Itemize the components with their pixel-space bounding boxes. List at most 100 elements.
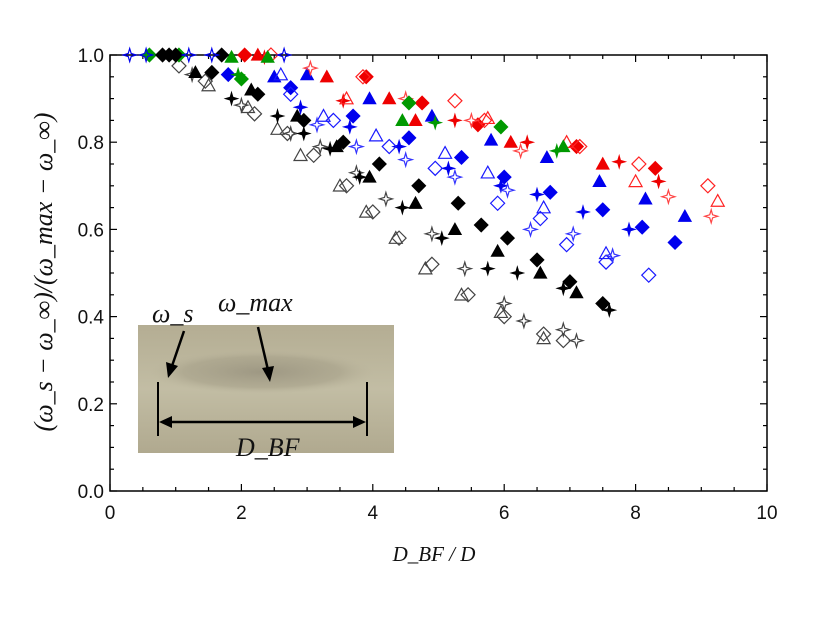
inset-dim-arrow-left [159,416,172,428]
data-point-open-diamond-gray [246,106,263,122]
data-point-filled-diamond-blue [634,219,650,235]
data-point-open-triangle-red [339,90,355,105]
data-point-top-row-black [154,47,171,63]
data-point-open-star-blue [308,116,326,134]
data-point-filled-triangle-red [319,69,334,83]
data-point-filled-diamond-black [371,156,387,172]
inset-label-dbf: D_BF [235,433,301,462]
data-point-filled-diamond-black [450,195,466,211]
y-tick-label: 1.0 [78,46,104,67]
x-tick-label: 2 [236,503,247,524]
data-point-filled-diamond-green [401,95,417,111]
y-tick-label: 0.4 [78,308,105,329]
data-point-open-triangle-red [628,173,644,188]
data-point-filled-triangle-blue [362,91,377,105]
data-point-open-star-blue [347,137,366,156]
data-point-open-star-gray [423,225,441,243]
data-point-filled-triangle-red [503,134,518,148]
data-point-open-star-gray [232,96,251,114]
data-point-open-star-red [511,142,530,160]
data-point-filled-diamond-blue [345,108,361,124]
data-point-top-row-black [214,47,230,63]
data-point-open-star-blue [603,247,622,265]
data-point-open-triangle-blue [480,164,496,179]
data-point-open-diamond-gray [496,308,513,325]
data-point-open-triangle-gray [536,330,552,345]
data-point-filled-diamond-black [529,252,545,268]
data-point-filled-star-blue [621,221,637,238]
data-point-open-star-blue [564,225,582,243]
data-points [121,46,726,350]
y-tick-label: 0.8 [78,133,104,154]
x-tick-label: 8 [630,503,641,524]
y-tick-label: 0.2 [78,395,104,416]
data-point-filled-diamond-blue [496,169,512,185]
data-point-open-diamond-gray [197,73,214,90]
data-point-filled-star-black [555,280,572,297]
data-point-filled-diamond-blue [595,202,611,218]
data-point-filled-star-black [394,199,411,216]
data-point-top-row-blue [275,46,293,64]
data-point-open-diamond-gray [424,256,440,273]
data-point-open-star-blue [498,181,517,199]
data-point-open-star-gray [515,312,533,330]
y-axis-title: (ω_s − ω_∞)/(ω_max − ω_∞) [29,113,58,432]
y-tick-label: 0.6 [78,220,104,241]
data-point-open-triangle-gray [453,287,470,301]
data-point-filled-diamond-black [595,295,611,312]
data-point-filled-diamond-red [414,95,430,111]
data-point-filled-triangle-green [395,113,410,126]
data-point-filled-triangle-blue [267,69,282,83]
x-tick-label: 4 [368,503,379,524]
x-tick-label: 6 [499,503,510,524]
data-point-open-diamond-gray [535,326,552,342]
data-point-filled-star-black [509,265,526,281]
data-point-filled-star-red [446,112,463,129]
data-point-filled-triangle-blue [483,132,499,146]
data-point-filled-triangle-blue [638,191,653,205]
x-tick-label: 0 [105,503,116,524]
data-point-filled-star-black [223,90,240,107]
data-point-filled-star-red [611,153,628,170]
inset-label-omega-s: ω_s [152,299,193,328]
data-point-top-row-black [168,47,184,63]
data-point-open-triangle-blue [598,245,614,260]
inset-arrow-omega-max [256,326,270,371]
data-point-open-triangle-red [710,193,726,207]
data-point-open-triangle-blue [273,66,289,81]
data-point-open-star-blue [446,168,464,186]
data-point-open-star-gray [567,331,586,350]
data-point-open-diamond-blue [489,195,506,212]
data-point-filled-star-blue [575,204,591,220]
data-point-filled-star-green [548,142,565,159]
data-point-filled-triangle-black [533,265,548,279]
data-point-open-triangle-gray [417,260,433,275]
data-point-top-row-blue [203,46,221,64]
data-point-open-star-gray [554,321,572,339]
data-point-filled-triangle-black [188,65,203,79]
data-point-filled-triangle-red [408,113,423,126]
data-point-filled-triangle-green [556,139,571,153]
data-point-open-star-gray [456,259,474,278]
data-point-open-diamond-gray [555,332,572,349]
inset-arrowhead-omega-max [262,366,274,382]
data-point-open-diamond-blue [532,210,549,227]
data-point-open-star-red [659,188,677,206]
data-point-filled-star-blue [341,118,358,135]
data-point-open-triangle-blue [316,108,332,122]
data-point-open-diamond-red [631,156,647,172]
data-point-open-diamond-red [700,177,716,194]
inset-blob [150,350,374,394]
data-point-open-star-red [702,207,720,225]
data-point-filled-triangle-blue [539,150,555,164]
data-point-open-triangle-blue [368,127,384,142]
data-point-filled-star-blue [440,160,457,177]
data-point-filled-star-red [335,92,352,109]
data-point-open-diamond-gray [171,58,187,74]
data-point-filled-star-black [601,302,618,319]
data-point-filled-star-black [479,260,496,277]
data-point-open-star-red [301,59,319,77]
data-point-filled-triangle-black [290,108,305,122]
data-point-open-diamond-blue [282,86,299,103]
